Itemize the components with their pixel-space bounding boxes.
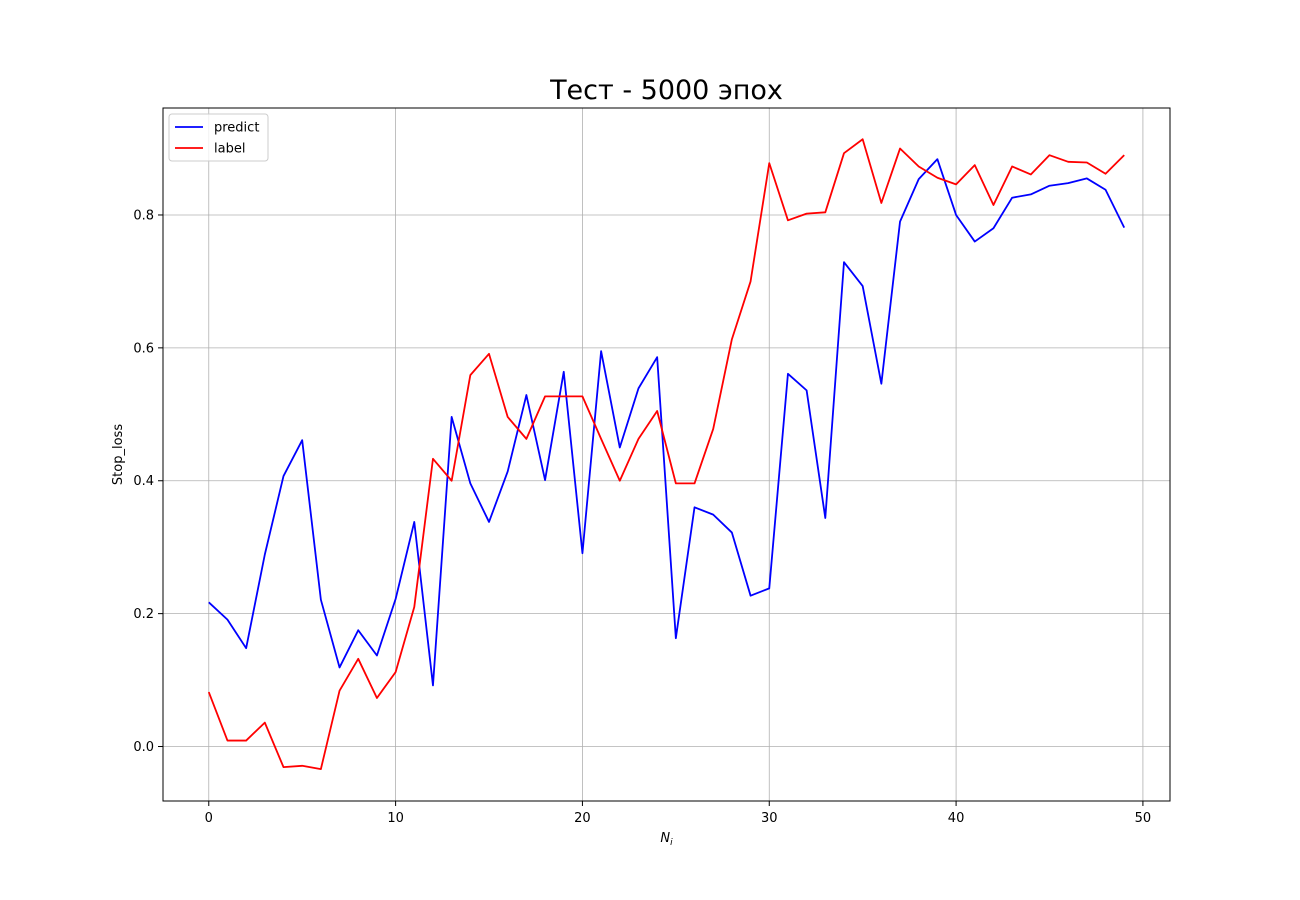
y-axis-title: Stop_loss <box>111 424 126 485</box>
plot-frame <box>162 107 1171 802</box>
x-axis-title: Ni <box>660 831 673 848</box>
y-tick-label: 0.2 <box>133 607 154 622</box>
x-tick-label: 30 <box>761 811 778 826</box>
x-tick-label: 10 <box>387 811 404 826</box>
chart-title: Тест - 5000 эпох <box>549 75 783 106</box>
x-axis-title-subscript: i <box>670 838 673 848</box>
x-tick-label: 40 <box>948 811 965 826</box>
legend: predict label <box>168 113 269 162</box>
axis-ticks: 0 10 20 30 40 50 0.0 0.2 0.4 0.6 0.8 <box>133 208 1151 826</box>
series-line-predict <box>208 158 1126 687</box>
x-tick-label: 20 <box>574 811 591 826</box>
series-lines <box>207 138 1126 771</box>
y-tick-label: 0.0 <box>133 740 154 755</box>
y-tick-label: 0.4 <box>133 474 154 489</box>
y-tick-label: 0.8 <box>133 208 154 223</box>
y-tick-label: 0.6 <box>133 341 154 356</box>
series-line-label <box>207 138 1125 771</box>
legend-label-predict: predict <box>214 121 259 136</box>
x-axis-title-main: N <box>660 831 670 846</box>
legend-label-label: label <box>214 142 245 157</box>
x-tick-label: 50 <box>1135 811 1152 826</box>
legend-box <box>168 113 269 162</box>
x-tick-label: 0 <box>205 811 213 826</box>
